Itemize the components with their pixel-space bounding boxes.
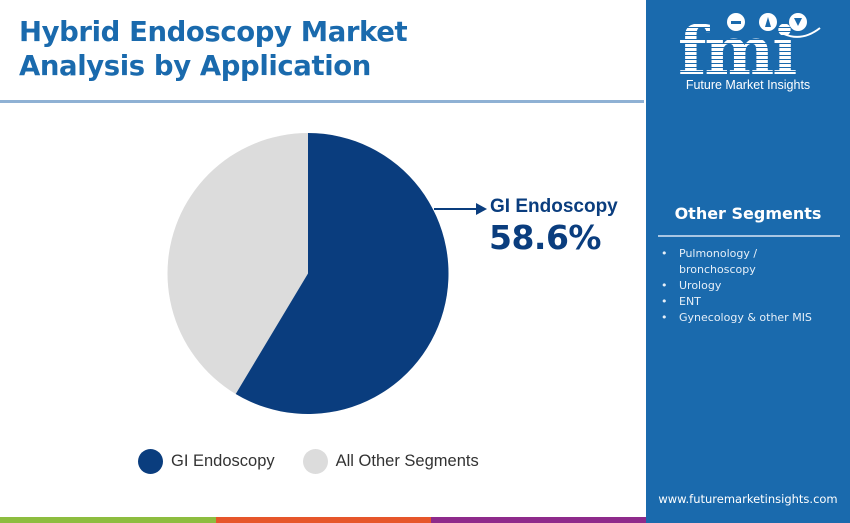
- strip-green: [0, 517, 216, 523]
- legend-swatch-gi-endoscopy: [138, 449, 163, 474]
- bottom-color-strip: [0, 517, 646, 523]
- chart-legend: GI Endoscopy All Other Segments: [138, 449, 507, 474]
- strip-purple: [431, 517, 646, 523]
- strip-orange: [216, 517, 431, 523]
- callout-arrow-head-icon: [476, 203, 487, 215]
- logo-subtitle: Future Market Insights: [685, 78, 811, 92]
- other-segments-title: Other Segments: [674, 204, 822, 223]
- callout-value: 58.6%: [489, 218, 602, 257]
- segment-item: Pulmonology / bronchoscopy: [659, 246, 809, 278]
- title-divider: [0, 100, 644, 103]
- segment-item: Gynecology & other MIS: [659, 310, 812, 326]
- legend-item-other-segments: All Other Segments: [302, 449, 479, 474]
- legend-swatch-other-segments: [302, 449, 328, 474]
- legend-label: All Other Segments: [335, 452, 479, 470]
- segment-item: ENT: [659, 294, 812, 310]
- sidebar: fmi Future Market Insights Other Segment…: [646, 0, 850, 523]
- legend-item-gi-endoscopy: GI Endoscopy: [138, 449, 275, 474]
- page-title: Hybrid Endoscopy Market Analysis by Appl…: [19, 15, 408, 83]
- other-segments-list: Pulmonology / bronchoscopy Urology ENT G…: [659, 246, 812, 326]
- segment-item: Urology: [659, 278, 812, 294]
- other-segments-divider: [658, 235, 840, 237]
- title-line-2: Analysis by Application: [19, 50, 371, 82]
- fmi-logo-icon: fmi: [678, 12, 821, 78]
- title-line-1: Hybrid Endoscopy Market: [19, 16, 408, 48]
- callout-label: GI Endoscopy: [490, 196, 618, 217]
- legend-label: GI Endoscopy: [171, 452, 275, 470]
- pie-chart: [167, 133, 487, 414]
- pie-slice-gi-endoscopy: [235, 133, 449, 414]
- website-url: www.futuremarketinsights.com: [658, 492, 838, 506]
